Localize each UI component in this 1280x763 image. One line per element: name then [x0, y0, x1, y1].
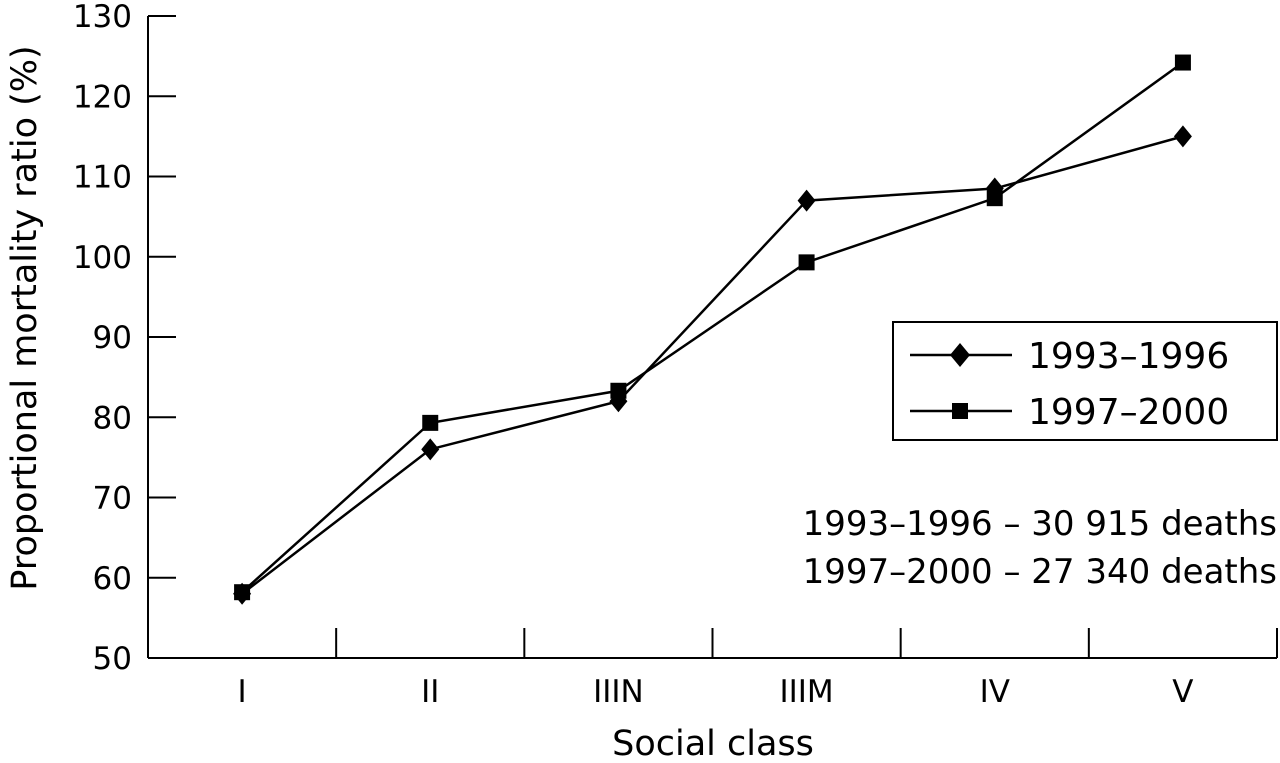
annotation-deaths-1997-2000: 1997–2000 – 27 340 deaths: [803, 552, 1277, 592]
data-point-square: [1174, 54, 1191, 71]
legend-label-1997-2000: 1997–2000: [1028, 392, 1229, 433]
series-layer: [233, 54, 1192, 605]
x-tick-label: IIIN: [593, 674, 644, 710]
data-point-diamond: [421, 438, 440, 461]
y-tick-label: 80: [93, 400, 132, 436]
data-point-square: [422, 414, 439, 431]
y-axis-title: Proportional mortality ratio (%): [5, 45, 45, 590]
y-axis-ticks: 50 60 70 80 90 100 110 120 130: [73, 0, 176, 677]
y-tick-label: 100: [73, 240, 132, 276]
data-point-square: [986, 190, 1003, 207]
y-tick-label: 50: [93, 641, 132, 677]
legend-box: [892, 321, 1278, 441]
series-line-1993-1996: [241, 135, 1184, 595]
data-point-square: [610, 382, 627, 399]
y-tick-label: 110: [73, 160, 132, 196]
data-point-square: [798, 254, 815, 271]
legend-marker-square: [952, 403, 968, 419]
series-line-1997-2000: [241, 61, 1184, 594]
data-point-diamond: [797, 189, 816, 212]
x-tick-label: V: [1172, 674, 1193, 710]
data-point-diamond: [1173, 125, 1192, 148]
x-tick-label: IV: [980, 674, 1010, 710]
legend-marker-diamond: [950, 343, 970, 367]
x-tick-label: II: [421, 674, 439, 710]
y-tick-label: 130: [73, 0, 132, 35]
y-tick-label: 90: [93, 320, 132, 356]
legend-label-1993-1996: 1993–1996: [1028, 336, 1229, 377]
x-tick-label: I: [238, 674, 247, 710]
x-tick-label: IIIM: [779, 674, 833, 710]
data-point-square: [234, 584, 251, 601]
legend: 1993–1996 1997–2000: [892, 321, 1278, 441]
y-tick-label: 70: [93, 481, 132, 517]
annotation-deaths-1993-1996: 1993–1996 – 30 915 deaths: [803, 504, 1277, 544]
x-axis-ticks: I II IIIN IIIM IV V: [238, 628, 1278, 710]
x-axis-title: Social class: [612, 724, 814, 763]
y-tick-label: 120: [73, 79, 132, 115]
y-tick-label: 60: [93, 561, 132, 597]
